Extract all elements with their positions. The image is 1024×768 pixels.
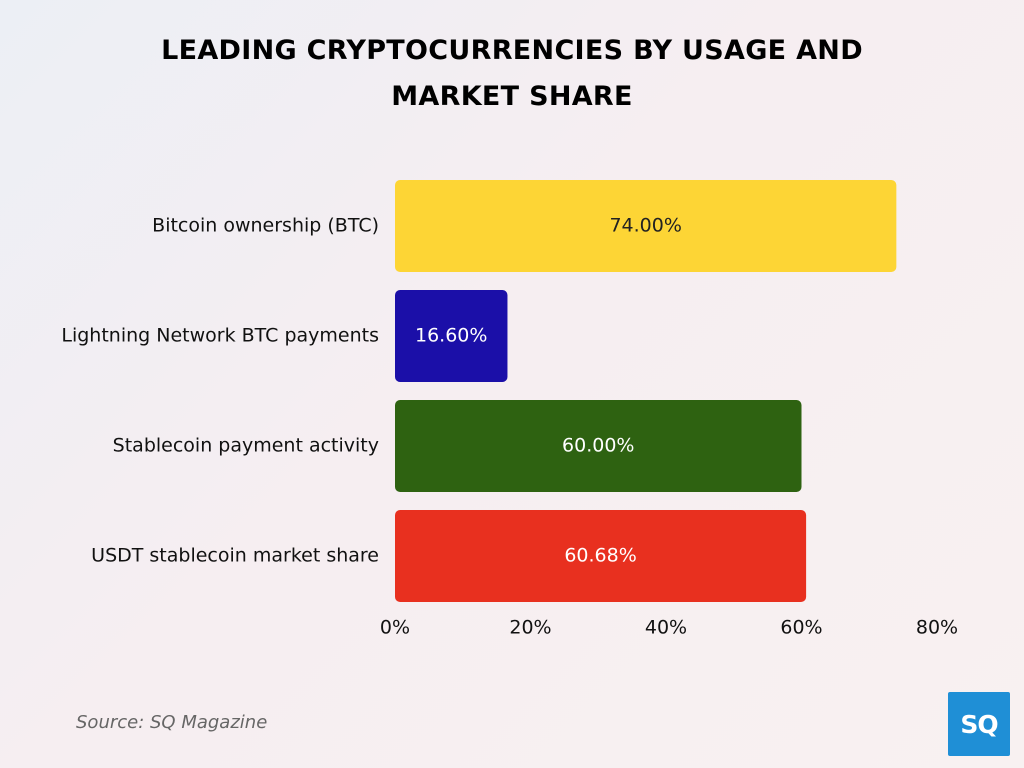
x-tick-label-20: 20% — [509, 617, 551, 639]
data-label-usdt-stablecoin-market-share: 60.68% — [564, 545, 636, 567]
x-tick-label-40: 40% — [645, 617, 687, 639]
category-label-usdt-stablecoin-market-share: USDT stablecoin market share — [91, 545, 379, 567]
x-tick-label-60: 60% — [780, 617, 822, 639]
chart-title-line-2: MARKET SHARE — [391, 81, 633, 112]
category-label-lightning-network-btc-payments: Lightning Network BTC payments — [61, 325, 379, 347]
x-tick-label-80: 80% — [916, 617, 958, 639]
data-label-bitcoin-ownership-btc: 74.00% — [609, 215, 681, 237]
bar-stablecoin-payment-activity — [395, 400, 802, 492]
chart-title-line-1: LEADING CRYPTOCURRENCIES BY USAGE AND — [161, 35, 863, 66]
category-label-stablecoin-payment-activity: Stablecoin payment activity — [113, 435, 379, 457]
chart-title: LEADING CRYPTOCURRENCIES BY USAGE AND MA… — [0, 28, 1024, 120]
bar-bitcoin-ownership-btc — [395, 180, 897, 272]
bar-usdt-stablecoin-market-share — [395, 510, 807, 602]
bar-lightning-network-btc-payments — [395, 290, 508, 382]
data-label-lightning-network-btc-payments: 16.60% — [415, 325, 487, 347]
category-label-bitcoin-ownership-btc: Bitcoin ownership (BTC) — [152, 215, 379, 237]
data-label-stablecoin-payment-activity: 60.00% — [562, 435, 634, 457]
logo-text: SQ — [960, 709, 998, 739]
source-caption: Source: SQ Magazine — [76, 712, 268, 733]
x-tick-label-0: 0% — [380, 617, 410, 639]
sq-magazine-logo: SQ — [948, 692, 1010, 756]
